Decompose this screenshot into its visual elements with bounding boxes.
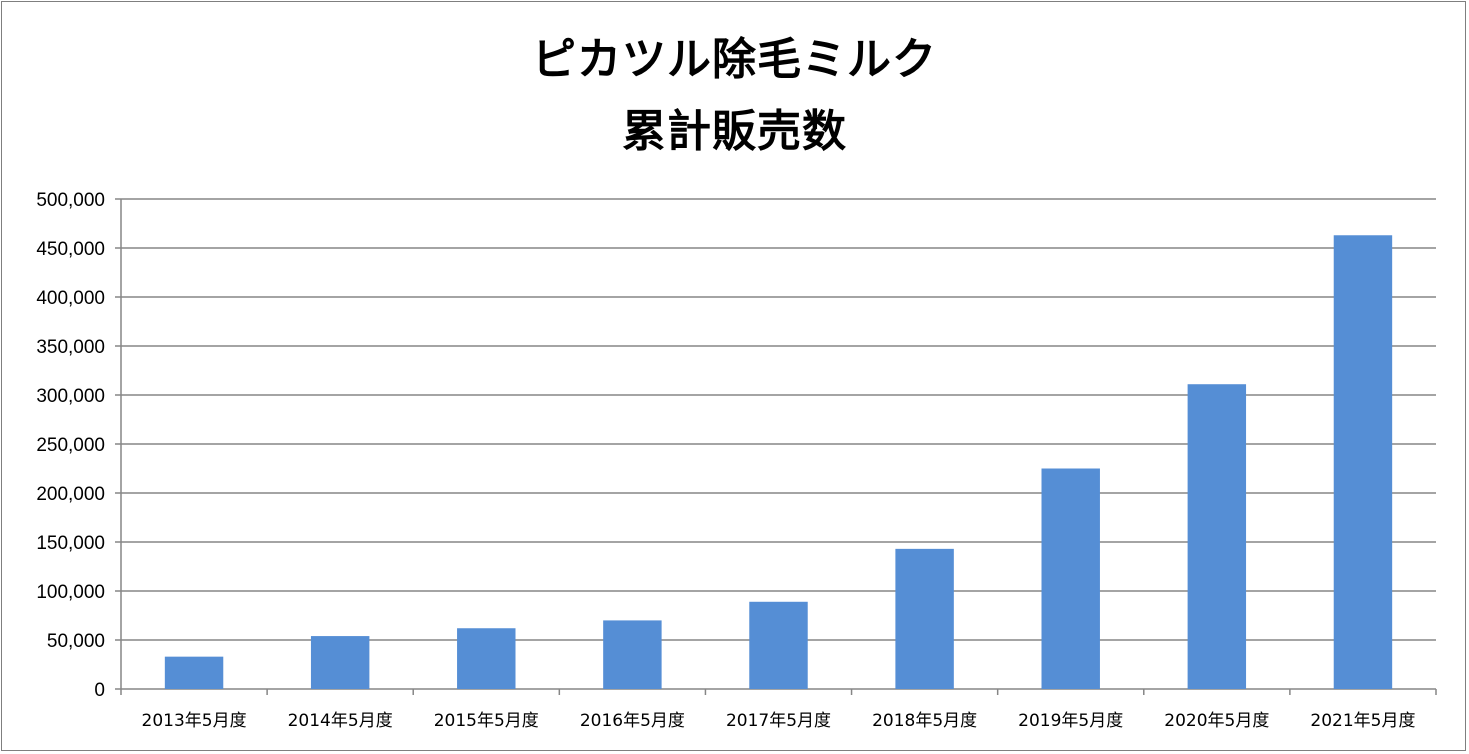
x-tick-label: 2016年5月度	[580, 711, 685, 731]
y-tick-label: 350,000	[36, 337, 105, 358]
bar	[1333, 235, 1393, 689]
y-tick-label: 300,000	[36, 386, 105, 407]
y-tick-label: 150,000	[36, 533, 105, 554]
y-tick-label: 50,000	[47, 631, 105, 652]
y-tick-label: 450,000	[36, 239, 105, 260]
x-tick-label: 2014年5月度	[288, 711, 393, 731]
bar	[895, 548, 954, 689]
x-tick-label: 2019年5月度	[1018, 711, 1123, 731]
bar	[164, 656, 224, 689]
x-tick-label: 2018年5月度	[872, 711, 977, 731]
y-tick-label: 100,000	[36, 582, 105, 603]
bar	[749, 601, 808, 689]
x-tick-label: 2020年5月度	[1164, 711, 1269, 731]
x-tick-label: 2015年5月度	[434, 711, 539, 731]
x-tick-label: 2021年5月度	[1310, 711, 1415, 731]
x-tick-label: 2013年5月度	[142, 711, 247, 731]
bar	[603, 620, 662, 689]
y-tick-label: 250,000	[36, 435, 105, 456]
y-tick-label: 400,000	[36, 288, 105, 309]
chart-title-line2: 累計販売数	[622, 106, 847, 157]
bar	[310, 636, 370, 689]
chart-title-line1: ピカツル除毛ミルク	[532, 34, 937, 85]
bar	[1187, 384, 1247, 689]
y-tick-label: 200,000	[36, 484, 105, 505]
bar	[457, 628, 516, 689]
y-tick-label: 0	[94, 680, 105, 701]
bar	[1041, 468, 1100, 689]
y-tick-label: 500,000	[36, 190, 105, 211]
x-tick-label: 2017年5月度	[726, 711, 831, 731]
